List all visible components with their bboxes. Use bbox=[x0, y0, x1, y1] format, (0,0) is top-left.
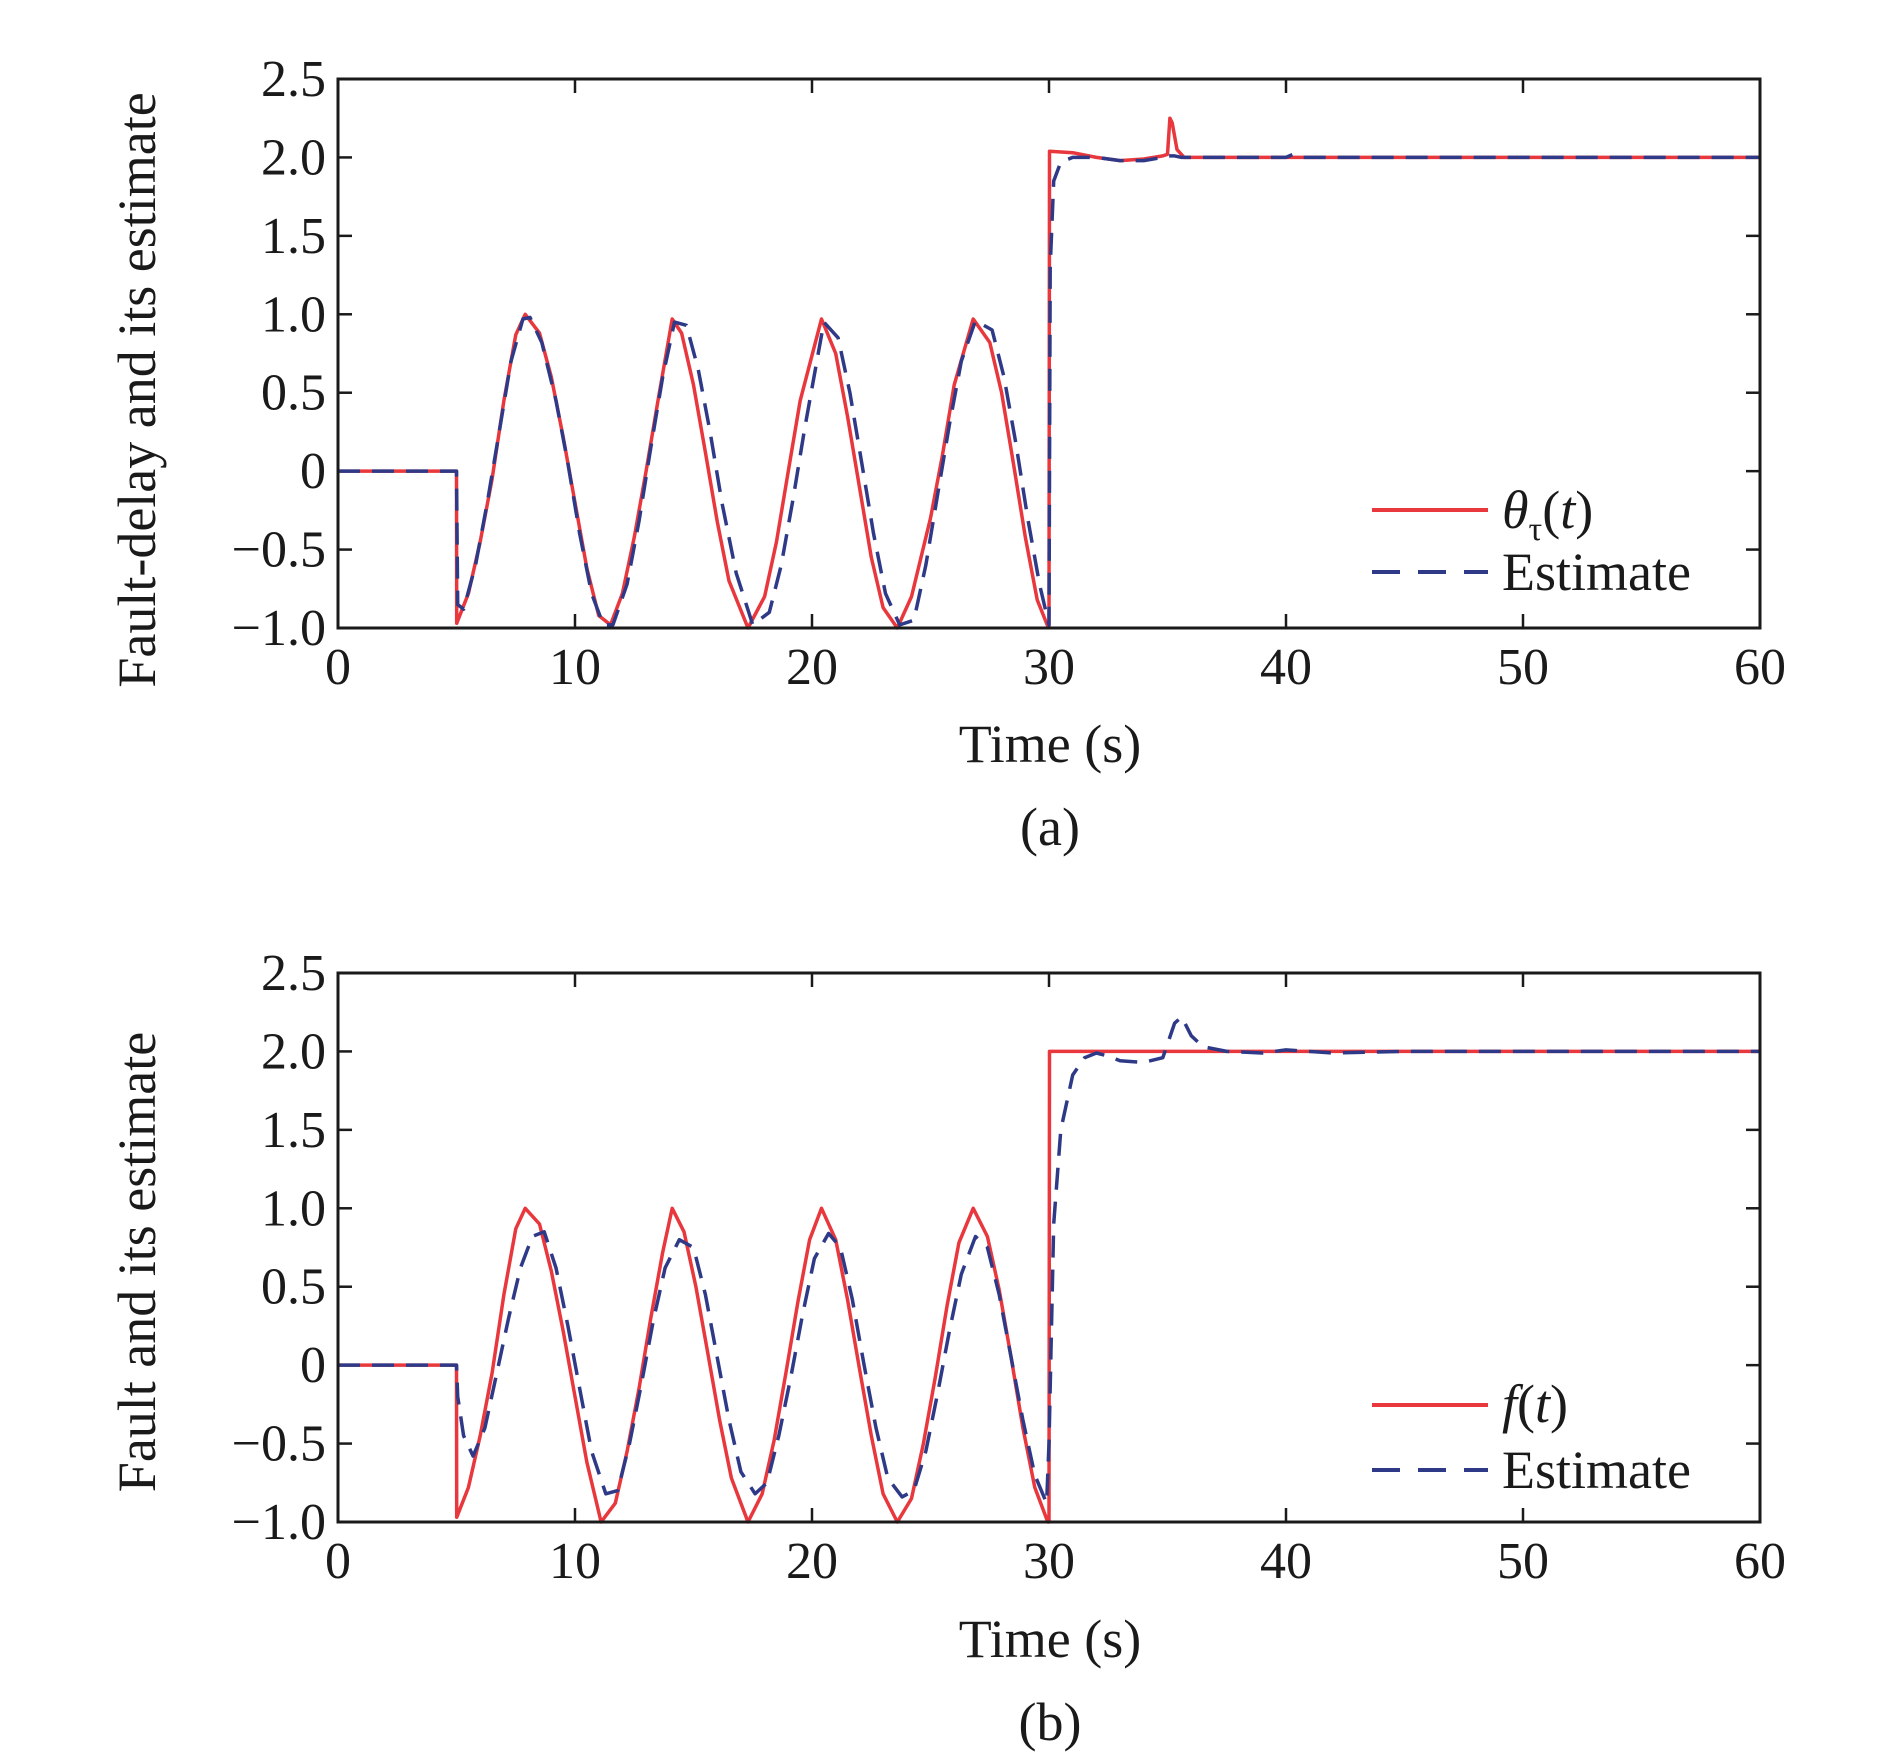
y-tick-label-a: 2.5 bbox=[261, 51, 326, 108]
y-ticks-b: −1.0 −0.5 0 0.5 1.0 1.5 2.0 2.5 bbox=[232, 945, 1760, 1551]
caption-a: (a) bbox=[1020, 797, 1080, 857]
plot-frame-b bbox=[336, 971, 1762, 1524]
x-tick-label-b: 30 bbox=[1023, 1533, 1075, 1590]
x-tick-label-a: 60 bbox=[1734, 639, 1786, 696]
y-tick-label-a: 1.0 bbox=[261, 286, 326, 343]
y-tick-label-a: −1.0 bbox=[232, 600, 326, 657]
x-tick-label-b: 20 bbox=[786, 1533, 838, 1590]
y-ticks-a: −1.0 −0.5 0 0.5 1.0 1.5 2.0 2.5 bbox=[232, 51, 1760, 657]
panel-a: Fault-delay and its estimate −1.0 −0.5 0 0.… bbox=[107, 51, 1786, 857]
legend-label-estimate-b: Estimate bbox=[1502, 1440, 1691, 1500]
y-tick-label-a: 0.5 bbox=[261, 365, 326, 422]
y-tick-label-a: 1.5 bbox=[261, 208, 326, 265]
plot-lines-b bbox=[338, 1015, 1760, 1524]
x-tick-label-a: 0 bbox=[325, 639, 351, 696]
y-tick-label-b: −1.0 bbox=[232, 1494, 326, 1551]
y-tick-label-b: 1.0 bbox=[261, 1180, 326, 1237]
y-tick-label-b: 2.5 bbox=[261, 945, 326, 1002]
x-axis-title-b: Time (s) bbox=[959, 1609, 1142, 1669]
x-axis-title-a: Time (s) bbox=[959, 714, 1142, 774]
x-tick-label-b: 0 bbox=[325, 1533, 351, 1590]
x-ticks-a: 0 10 20 30 40 50 60 bbox=[325, 79, 1786, 696]
x-tick-label-a: 20 bbox=[786, 639, 838, 696]
plot-lines-a bbox=[338, 116, 1760, 630]
caption-b: (b) bbox=[1019, 1692, 1082, 1752]
y-tick-label-a: −0.5 bbox=[232, 522, 326, 579]
plot-frame-a bbox=[336, 77, 1762, 630]
series-estimate-line-b bbox=[338, 1015, 1760, 1505]
x-tick-label-b: 40 bbox=[1260, 1533, 1312, 1590]
x-tick-label-b: 60 bbox=[1734, 1533, 1786, 1590]
x-tick-label-a: 50 bbox=[1497, 639, 1549, 696]
x-tick-label-a: 30 bbox=[1023, 639, 1075, 696]
legend-label-actual-a: θτ(t) bbox=[1502, 480, 1593, 548]
x-ticks-b: 0 10 20 30 40 50 60 bbox=[325, 973, 1786, 1590]
legend-a: θτ(t) Estimate bbox=[1372, 480, 1691, 602]
series-estimate-line-a bbox=[338, 152, 1760, 627]
y-tick-label-b: 0.5 bbox=[261, 1259, 326, 1316]
legend-b: f(t) Estimate bbox=[1372, 1374, 1691, 1500]
y-tick-label-b: 2.0 bbox=[261, 1023, 326, 1080]
legend-label-estimate-a: Estimate bbox=[1502, 542, 1691, 602]
y-tick-label-b: 0 bbox=[300, 1337, 326, 1394]
y-tick-label-a: 0 bbox=[300, 443, 326, 500]
panel-b: Fault and its estimate −1.0 −0.5 0 0.5 1.0 1.… bbox=[107, 945, 1786, 1752]
x-tick-label-b: 10 bbox=[549, 1533, 601, 1590]
x-tick-label-a: 40 bbox=[1260, 639, 1312, 696]
y-tick-label-a: 2.0 bbox=[261, 129, 326, 186]
y-tick-label-b: 1.5 bbox=[261, 1102, 326, 1159]
legend-label-actual-b: f(t) bbox=[1502, 1374, 1568, 1434]
series-actual-line-b bbox=[338, 1049, 1760, 1524]
y-axis-title-a: Fault-delay and its estimate bbox=[107, 92, 167, 687]
x-tick-label-a: 10 bbox=[549, 639, 601, 696]
x-tick-label-b: 50 bbox=[1497, 1533, 1549, 1590]
y-tick-label-b: −0.5 bbox=[232, 1416, 326, 1473]
y-axis-title-b: Fault and its estimate bbox=[107, 1032, 167, 1492]
